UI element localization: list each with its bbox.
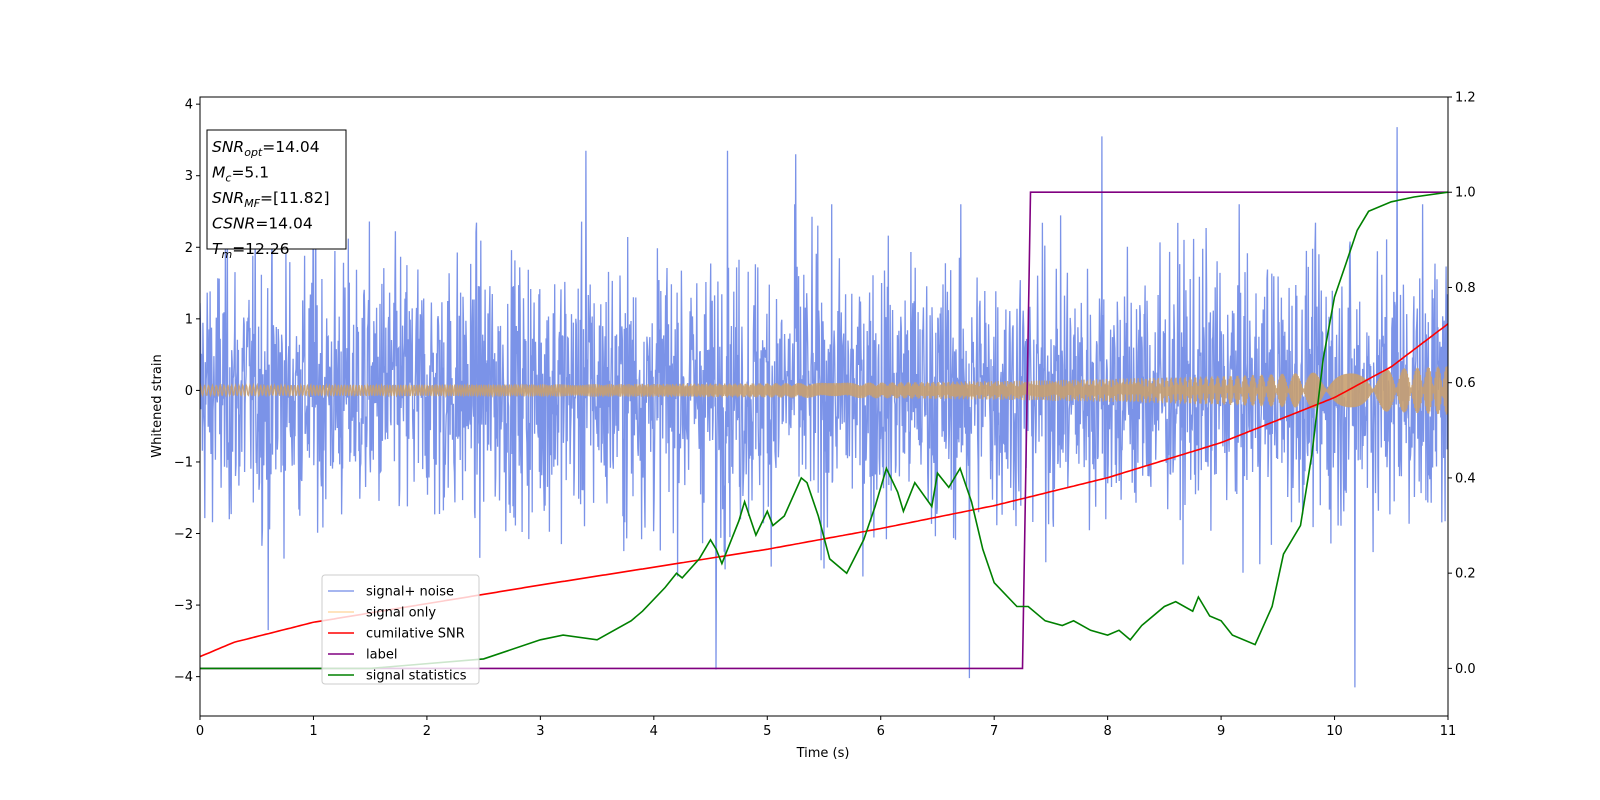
info-subscript: MF	[244, 197, 260, 210]
info-line: Tm=12.26	[212, 240, 290, 261]
x-tick-label: 7	[990, 724, 998, 739]
x-tick-label: 0	[196, 724, 204, 739]
y-left-tick-label: −3	[174, 599, 193, 614]
info-value: =12.26	[232, 240, 289, 258]
plot-frame	[199, 96, 1449, 717]
info-line: Mc=5.1	[212, 164, 269, 185]
legend-label-signal-only: signal only	[366, 606, 436, 621]
info-value: =14.04	[255, 215, 312, 233]
x-axis-label: Time (s)	[796, 746, 850, 761]
info-line: CSNR=14.04	[212, 215, 313, 233]
x-tick-label: 4	[650, 724, 658, 739]
info-symbol: CSNR	[212, 215, 255, 233]
y-right-tick-label: 0.2	[1455, 567, 1476, 582]
legend-label-label: label	[366, 648, 397, 663]
y-left-tick-label: 1	[185, 312, 193, 327]
x-tick-label: 1	[309, 724, 317, 739]
y-axis-right: 0.0 0.2 0.4 0.6 0.8 1.0 1.2	[1448, 91, 1476, 677]
info-symbol: M	[212, 164, 225, 182]
info-value: =14.04	[262, 138, 319, 156]
x-tick-label: 11	[1440, 724, 1457, 739]
x-tick-label: 9	[1217, 724, 1225, 739]
x-tick-label: 3	[536, 724, 544, 739]
info-line: SNRopt=14.04	[212, 138, 320, 159]
y-left-tick-label: 2	[185, 241, 193, 256]
y-left-tick-label: −4	[174, 670, 193, 685]
legend: signal+ noise signal only cumilative SNR la…	[321, 574, 480, 685]
y-right-tick-label: 0.0	[1455, 662, 1476, 677]
info-box: SNRopt=14.04Mc=5.1SNRMF=[11.82]CSNR=14.0…	[206, 129, 347, 261]
legend-frame	[321, 574, 480, 685]
series-signal-statistics	[200, 191, 1448, 670]
info-value: =5.1	[231, 164, 269, 182]
x-tick-label: 2	[423, 724, 431, 739]
legend-label-cumilative-snr: cumilative SNR	[366, 627, 465, 642]
y-axis-left: −4 −3 −2 −1 0 1 2 3 4	[174, 98, 200, 685]
y-left-tick-label: −1	[174, 455, 193, 470]
y-axis-label: Whitened strain	[150, 354, 165, 457]
y-right-tick-label: 0.6	[1455, 376, 1476, 391]
legend-label-signal-noise: signal+ noise	[366, 585, 454, 600]
x-tick-label: 5	[763, 724, 771, 739]
info-value: =[11.82]	[260, 189, 329, 207]
series-signal-only	[200, 366, 1448, 415]
info-subscript: c	[225, 172, 231, 185]
legend-label-signal-statistics: signal statistics	[366, 669, 467, 684]
y-left-tick-label: 3	[185, 169, 193, 184]
y-left-tick-label: 4	[185, 98, 193, 113]
y-right-tick-label: 0.4	[1455, 471, 1476, 486]
x-tick-label: 8	[1103, 724, 1111, 739]
info-symbol: SNR	[212, 138, 244, 156]
info-line: SNRMF=[11.82]	[212, 189, 330, 210]
info-subscript: opt	[244, 146, 263, 159]
info-symbol: T	[212, 240, 223, 258]
x-axis: 0 1 2 3 4 5 6 7 8 9 10 11	[196, 716, 1456, 739]
series-label	[200, 191, 1448, 670]
y-left-tick-label: 0	[185, 384, 193, 399]
x-tick-label: 6	[877, 724, 885, 739]
series-signal-noise	[200, 127, 1448, 688]
y-right-tick-label: 0.8	[1455, 281, 1476, 296]
info-subscript: m	[221, 248, 232, 261]
info-symbol: SNR	[212, 189, 244, 207]
x-tick-label: 10	[1326, 724, 1343, 739]
y-right-tick-label: 1.2	[1455, 91, 1476, 106]
y-left-tick-label: −2	[174, 527, 193, 542]
y-right-tick-label: 1.0	[1455, 186, 1476, 201]
info-box-frame	[206, 129, 347, 250]
